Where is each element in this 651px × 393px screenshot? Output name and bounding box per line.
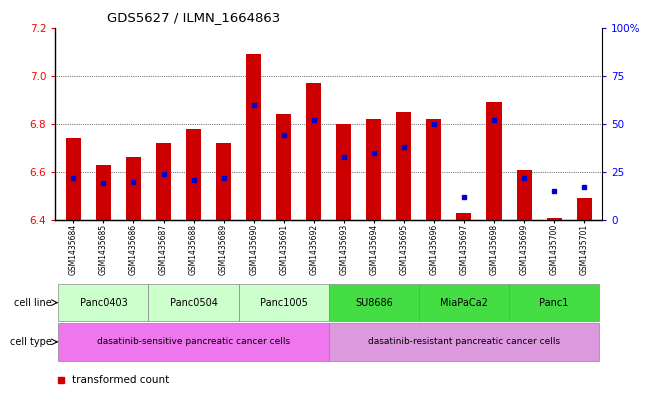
Bar bbox=[367, 119, 381, 220]
Bar bbox=[239, 284, 329, 321]
Text: cell line: cell line bbox=[14, 298, 52, 308]
Text: GDS5627 / ILMN_1664863: GDS5627 / ILMN_1664863 bbox=[107, 11, 281, 24]
Text: Panc1005: Panc1005 bbox=[260, 298, 308, 308]
Text: SU8686: SU8686 bbox=[355, 298, 393, 308]
Bar bbox=[486, 102, 501, 220]
Text: Panc0403: Panc0403 bbox=[79, 298, 128, 308]
Bar bbox=[337, 124, 352, 220]
Bar bbox=[186, 129, 201, 220]
Bar bbox=[126, 158, 141, 220]
Bar bbox=[509, 284, 599, 321]
Bar bbox=[577, 198, 592, 220]
Bar bbox=[456, 213, 471, 220]
Bar bbox=[148, 284, 239, 321]
Bar bbox=[516, 169, 532, 220]
Bar bbox=[419, 284, 509, 321]
Bar bbox=[59, 323, 329, 361]
Bar bbox=[426, 119, 441, 220]
Bar bbox=[246, 54, 261, 220]
Text: Panc1: Panc1 bbox=[540, 298, 569, 308]
Bar bbox=[396, 112, 411, 220]
Text: Panc0504: Panc0504 bbox=[170, 298, 217, 308]
Bar bbox=[216, 143, 231, 220]
Text: cell type: cell type bbox=[10, 337, 52, 347]
Bar bbox=[306, 83, 321, 220]
Bar bbox=[329, 284, 419, 321]
Text: dasatinib-sensitive pancreatic cancer cells: dasatinib-sensitive pancreatic cancer ce… bbox=[97, 338, 290, 346]
Text: dasatinib-resistant pancreatic cancer cells: dasatinib-resistant pancreatic cancer ce… bbox=[368, 338, 560, 346]
Bar bbox=[96, 165, 111, 220]
Text: transformed count: transformed count bbox=[72, 375, 169, 386]
Bar bbox=[329, 323, 599, 361]
Text: MiaPaCa2: MiaPaCa2 bbox=[440, 298, 488, 308]
Bar bbox=[59, 284, 148, 321]
Bar bbox=[547, 218, 562, 220]
Bar bbox=[156, 143, 171, 220]
Bar bbox=[66, 138, 81, 220]
Bar bbox=[276, 114, 291, 220]
